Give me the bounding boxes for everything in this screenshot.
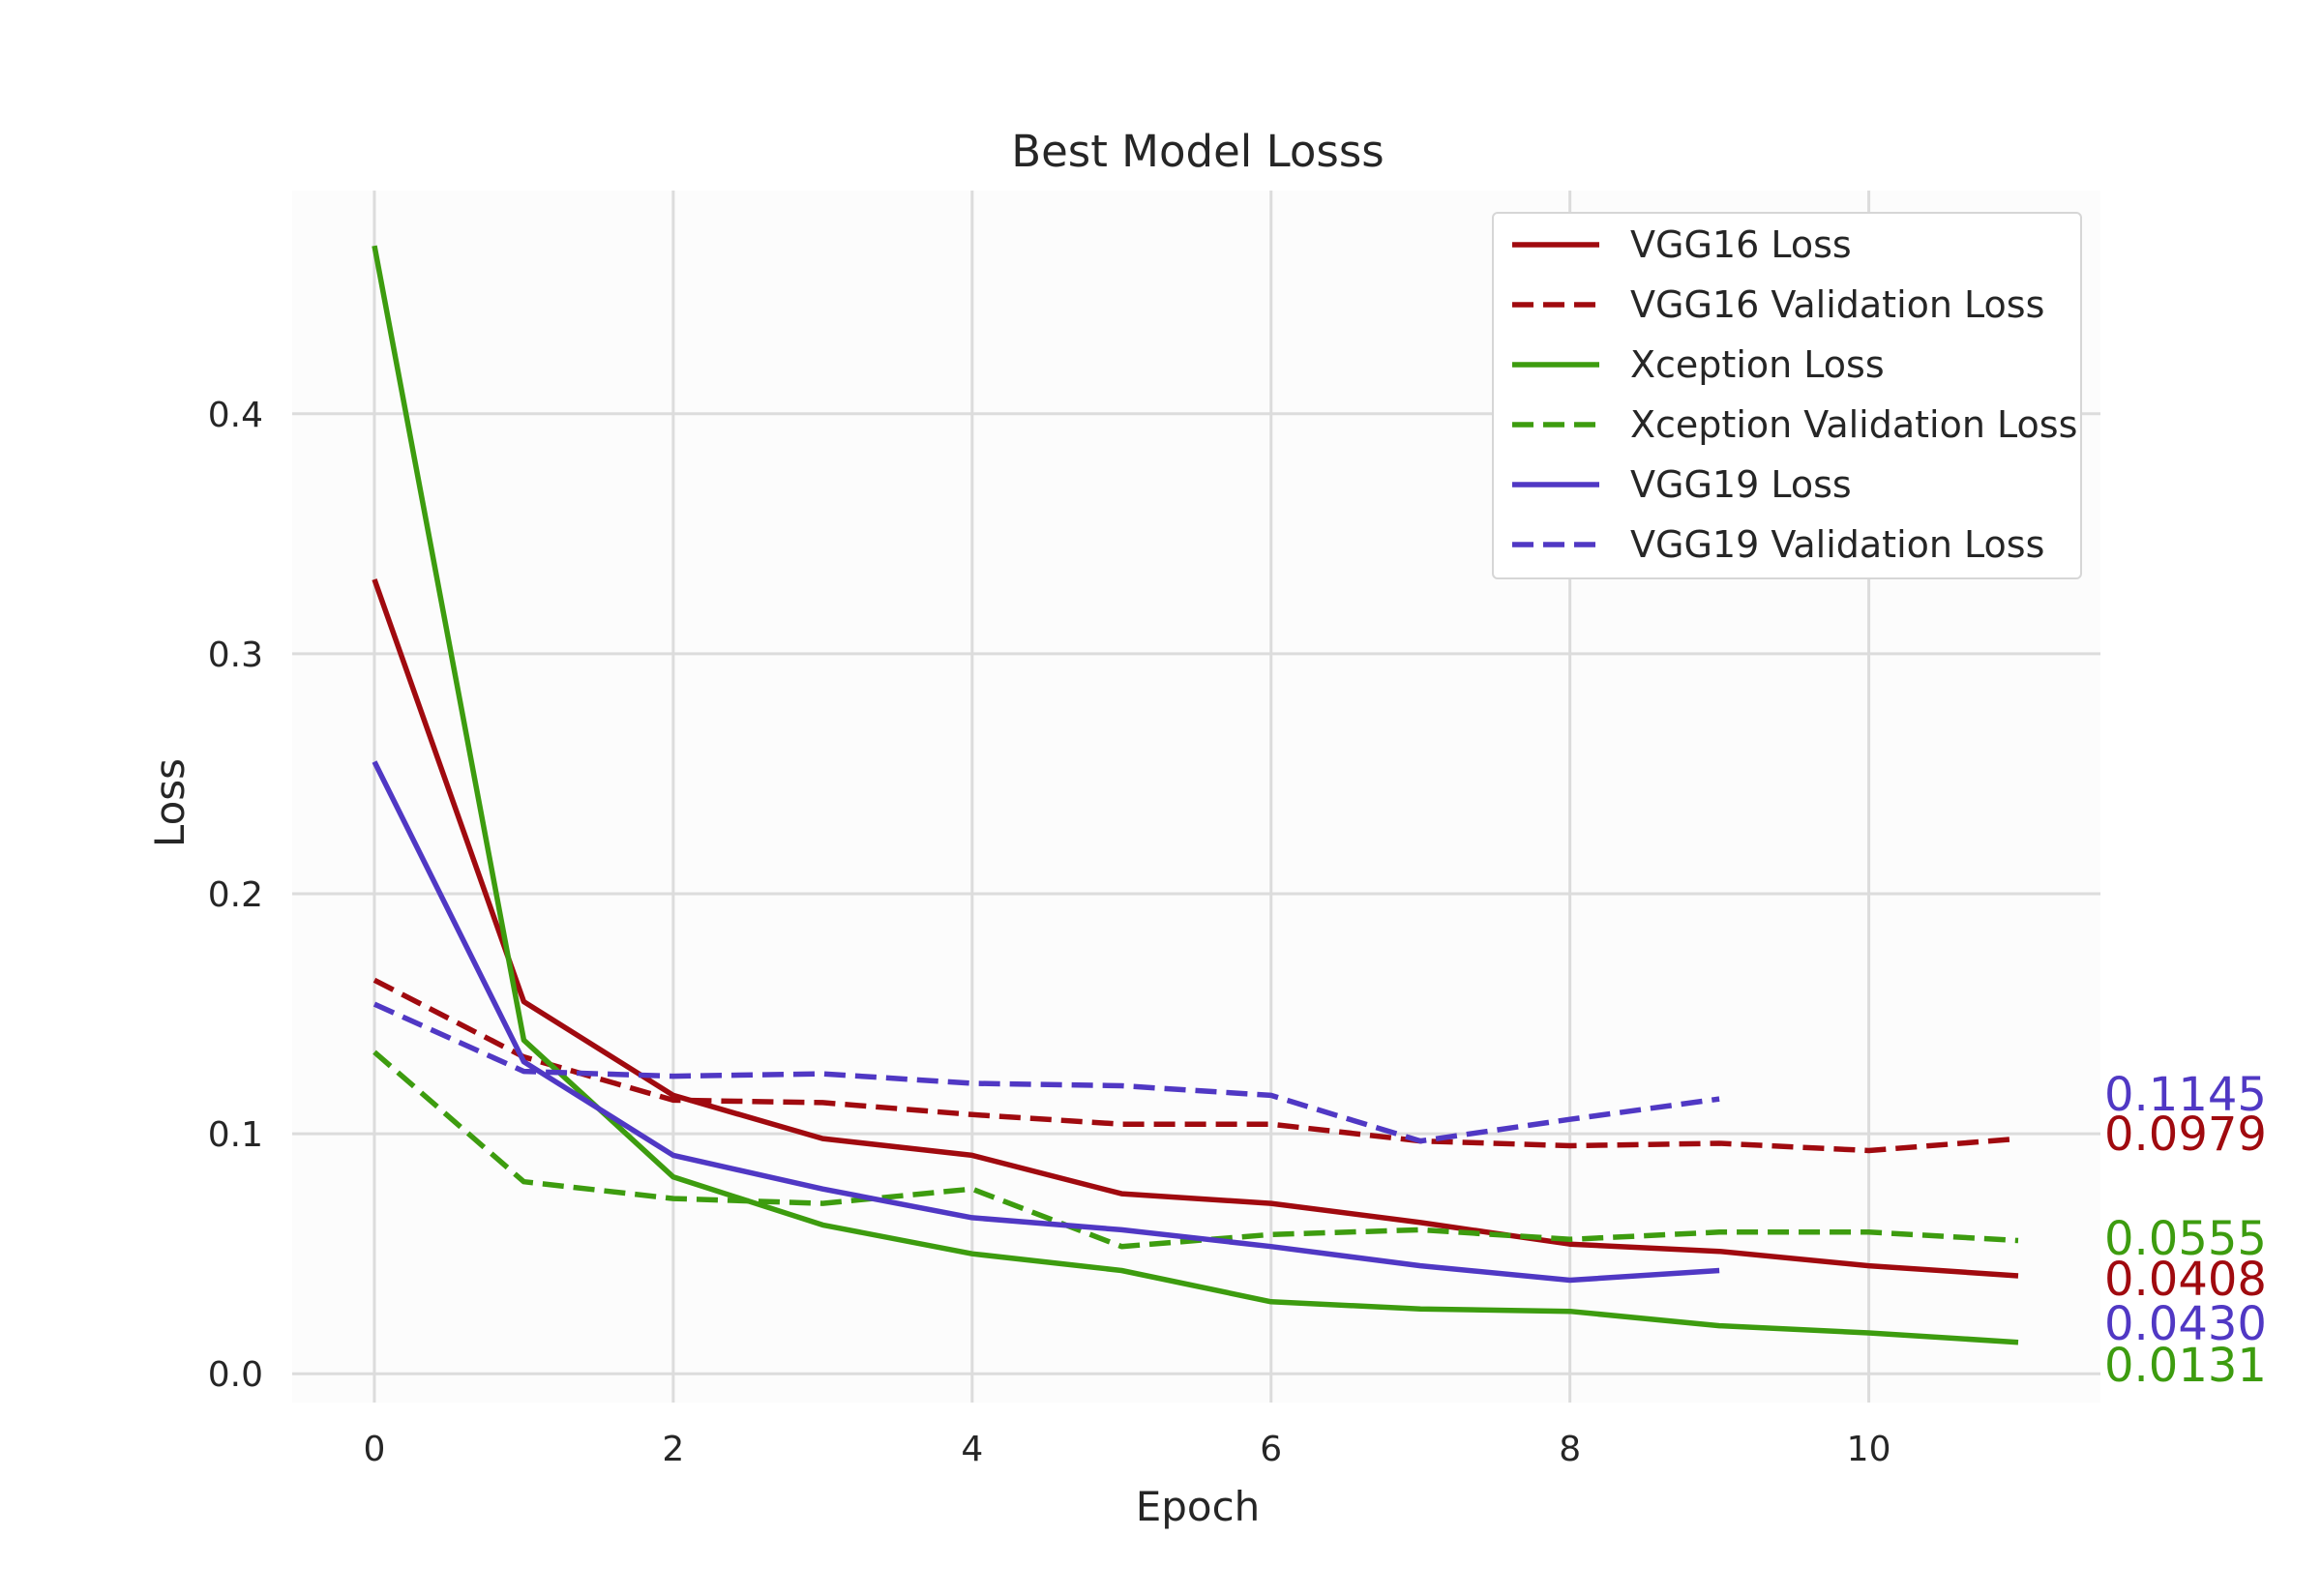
end-value-label: 0.0555 (2104, 1212, 2267, 1266)
end-value-label: 0.0979 (2104, 1108, 2267, 1162)
series-lines (372, 245, 2019, 1345)
series-line-vgg16-loss (372, 578, 2019, 1279)
legend-label: VGG19 Loss (1630, 463, 1852, 506)
legend-label: VGG16 Loss (1630, 223, 1852, 266)
y-tick-label: 0.3 (208, 635, 263, 675)
x-tick-label: 0 (364, 1430, 386, 1469)
y-tick-labels: 0.0 0.1 0.2 0.3 0.4 (208, 396, 263, 1395)
vertical-gridlines (372, 191, 1871, 1403)
x-tick-label: 2 (662, 1430, 684, 1469)
series-line-vgg19-loss (372, 760, 1720, 1284)
legend-label: VGG16 Validation Loss (1630, 283, 2044, 326)
x-tick-label: 8 (1559, 1430, 1581, 1469)
chart-title: Best Model Losss (1011, 126, 1384, 177)
legend: VGG16 Loss VGG16 Validation Loss Xception … (1492, 212, 2082, 579)
x-tick-label: 10 (1847, 1430, 1891, 1469)
end-value-label: 0.0430 (2104, 1297, 2267, 1351)
x-tick-labels: 0 2 4 6 8 10 (364, 1430, 1891, 1469)
y-tick-label: 0.1 (208, 1115, 263, 1155)
y-tick-label: 0.4 (208, 396, 263, 435)
series-line-xception-loss (372, 245, 2019, 1345)
y-axis-title: Loss (146, 758, 194, 847)
legend-label: Xception Loss (1630, 343, 1885, 386)
x-tick-label: 6 (1260, 1430, 1282, 1469)
x-tick-label: 4 (961, 1430, 983, 1469)
end-value-label: 0.1145 (2104, 1068, 2267, 1122)
y-tick-label: 0.0 (208, 1355, 263, 1395)
x-axis-title: Epoch (1136, 1483, 1261, 1530)
end-value-label: 0.0131 (2104, 1339, 2267, 1393)
legend-label: VGG19 Validation Loss (1630, 523, 2044, 566)
legend-label: Xception Validation Loss (1630, 403, 2077, 446)
series-line-vgg19-validation-loss (372, 1001, 1720, 1144)
y-tick-label: 0.2 (208, 875, 263, 915)
series-line-vgg16-validation-loss (372, 977, 2019, 1154)
legend-box (1492, 212, 2082, 579)
end-value-label: 0.0408 (2104, 1253, 2267, 1307)
